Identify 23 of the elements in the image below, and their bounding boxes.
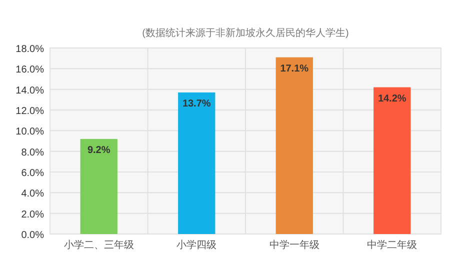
y-tick-label: 18.0% bbox=[16, 44, 44, 55]
y-tick-label: 6.0% bbox=[21, 168, 44, 179]
data-label: 14.2% bbox=[378, 93, 406, 104]
y-tick-label: 16.0% bbox=[16, 64, 44, 76]
y-tick-label: 0.0% bbox=[21, 230, 44, 241]
y-tick-label: 14.0% bbox=[16, 85, 44, 96]
chart-subtitle: (数据统计来源于非新加坡永久居民的华人学生) bbox=[142, 27, 349, 39]
x-tick-label: 小学四级 bbox=[176, 239, 217, 251]
x-tick-label: 小学二、三年级 bbox=[64, 239, 134, 251]
data-label: 13.7% bbox=[182, 98, 211, 110]
y-tick-label: 10.0% bbox=[16, 126, 44, 138]
y-tick-label: 12.0% bbox=[16, 106, 44, 117]
bar bbox=[374, 87, 411, 234]
data-label: 9.2% bbox=[87, 144, 110, 156]
y-tick-label: 8.0% bbox=[21, 147, 44, 158]
bar bbox=[178, 92, 216, 234]
y-tick-label: 4.0% bbox=[21, 188, 44, 200]
x-tick-label: 中学一年级 bbox=[269, 239, 320, 251]
x-tick-label: 中学二年级 bbox=[367, 239, 418, 251]
bar bbox=[276, 57, 313, 234]
y-tick-label: 2.0% bbox=[21, 209, 44, 220]
data-label: 17.1% bbox=[280, 63, 309, 74]
bar bbox=[80, 138, 118, 234]
